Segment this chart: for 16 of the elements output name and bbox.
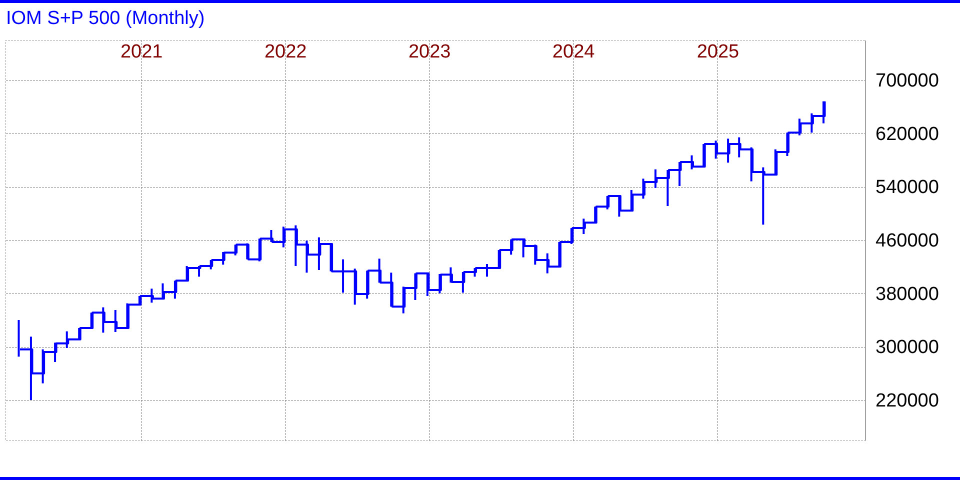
chart-title: IOM S+P 500 (Monthly) — [6, 8, 205, 29]
bar — [342, 259, 344, 293]
bar — [762, 167, 764, 225]
y-tick-label: 700000 — [876, 70, 939, 92]
y-tick-label: 220000 — [876, 390, 939, 412]
y-tick-label: 620000 — [876, 124, 939, 145]
y-tick-label: 460000 — [876, 230, 939, 252]
x-tick-label: 2025 — [696, 42, 740, 62]
x-tick-label: 2024 — [552, 42, 596, 62]
y-tick-label: 540000 — [876, 177, 939, 198]
x-tick-label: 2023 — [408, 42, 451, 62]
y-tick-label: 300000 — [876, 337, 939, 358]
x-tick-label: 2022 — [264, 42, 307, 62]
x-tick-label: 2021 — [120, 42, 163, 62]
bar — [666, 170, 669, 206]
y-tick-label: 380000 — [876, 284, 939, 305]
